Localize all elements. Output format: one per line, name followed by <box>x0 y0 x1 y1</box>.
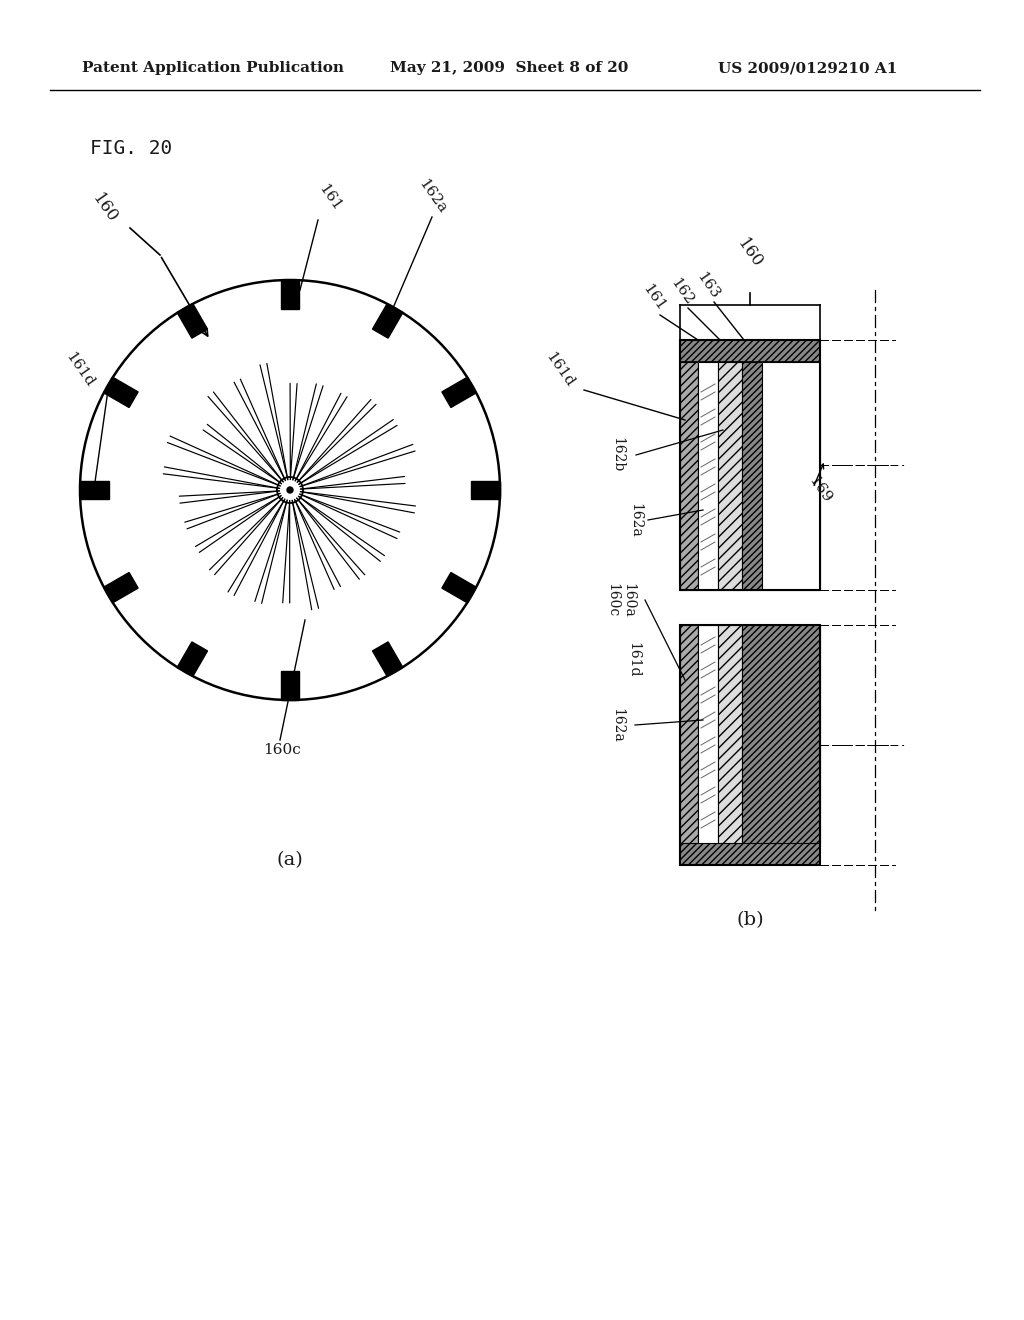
Text: (a): (a) <box>276 851 303 869</box>
Bar <box>680 341 820 362</box>
Text: 160a: 160a <box>621 582 635 618</box>
Text: 163: 163 <box>694 271 722 302</box>
Text: 161: 161 <box>640 282 668 314</box>
Polygon shape <box>373 304 402 338</box>
Text: FIG. 20: FIG. 20 <box>90 139 172 157</box>
Text: US 2009/0129210 A1: US 2009/0129210 A1 <box>718 61 897 75</box>
Bar <box>680 362 698 590</box>
Text: 161d: 161d <box>63 350 97 389</box>
Text: 162: 162 <box>668 276 696 308</box>
Text: 162a: 162a <box>610 708 624 742</box>
Polygon shape <box>103 378 138 408</box>
Circle shape <box>287 487 293 492</box>
Polygon shape <box>177 642 208 676</box>
Text: 162a: 162a <box>628 503 642 537</box>
Polygon shape <box>442 573 476 603</box>
Bar <box>680 624 698 843</box>
Bar <box>680 843 820 865</box>
Text: 161: 161 <box>315 182 344 214</box>
Text: 160c: 160c <box>605 583 618 618</box>
Bar <box>698 362 718 590</box>
Bar <box>718 362 742 590</box>
Bar <box>718 624 742 843</box>
Bar <box>680 624 820 865</box>
Bar <box>698 624 718 843</box>
Text: 162a: 162a <box>416 177 449 215</box>
Polygon shape <box>281 280 299 309</box>
Bar <box>742 624 820 843</box>
Polygon shape <box>373 642 402 676</box>
Polygon shape <box>103 573 138 603</box>
Polygon shape <box>442 378 476 408</box>
Text: Patent Application Publication: Patent Application Publication <box>82 61 344 75</box>
Polygon shape <box>471 480 500 499</box>
Bar <box>762 362 820 590</box>
Text: May 21, 2009  Sheet 8 of 20: May 21, 2009 Sheet 8 of 20 <box>390 61 629 75</box>
Text: 161d: 161d <box>543 350 577 389</box>
Bar <box>680 341 820 590</box>
Polygon shape <box>80 480 110 499</box>
Text: 161d: 161d <box>626 643 640 677</box>
Text: 160c: 160c <box>263 743 301 756</box>
Text: 169: 169 <box>806 474 835 506</box>
Text: 160: 160 <box>734 235 766 271</box>
Text: 160: 160 <box>89 190 121 226</box>
Text: 162b: 162b <box>610 437 624 473</box>
Polygon shape <box>177 304 208 338</box>
Polygon shape <box>281 671 299 700</box>
Bar <box>742 362 762 590</box>
Text: (b): (b) <box>736 911 764 929</box>
